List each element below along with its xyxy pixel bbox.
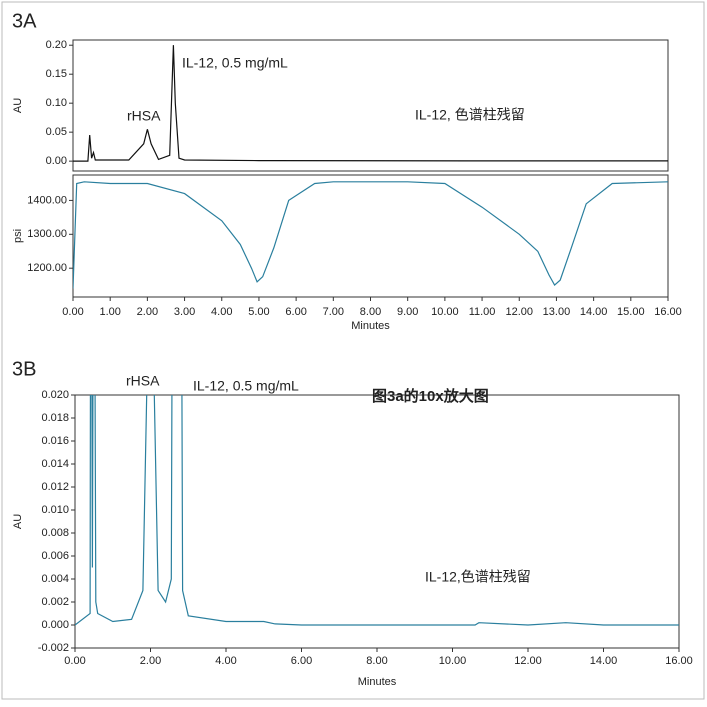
annotation: IL-12,色谱柱残留 (425, 569, 531, 585)
y-tick-label: 1400.00 (27, 194, 67, 206)
x-tick-label: 13.00 (543, 306, 571, 318)
y-tick-label: 0.15 (46, 68, 67, 80)
y-axis-label: AU (12, 98, 24, 113)
x-tick-label: 9.00 (397, 306, 418, 318)
x-tick-label: 16.00 (654, 306, 682, 318)
y-tick-label: 0.002 (41, 596, 69, 608)
y-tick-label: 1300.00 (27, 228, 67, 240)
annotation: rHSA (127, 108, 161, 124)
y-tick-label: 0.10 (46, 97, 67, 109)
x-tick-label: 7.00 (323, 306, 344, 318)
x-tick-label: 2.00 (140, 655, 161, 667)
plot-area (72, 39, 669, 172)
plot-area (74, 394, 680, 649)
x-tick-label: 10.00 (431, 306, 459, 318)
y-tick-label: 0.012 (41, 481, 69, 493)
annotation: IL-12, 0.5 mg/mL (193, 378, 299, 394)
y-tick-label: 0.018 (41, 412, 69, 424)
y-axis-label: AU (12, 514, 24, 529)
annotation: IL-12, 色谱柱残留 (415, 107, 525, 123)
y-tick-label: 0.20 (46, 39, 67, 51)
x-tick-label: 8.00 (360, 306, 381, 318)
y-axis-label: psi (12, 229, 24, 243)
panel-label: 3B (12, 358, 36, 380)
x-tick-label: 14.00 (580, 306, 608, 318)
x-tick-label: 0.00 (64, 655, 85, 667)
x-tick-label: 12.00 (505, 306, 533, 318)
line (73, 181, 668, 289)
x-tick-label: 8.00 (366, 655, 387, 667)
x-tick-label: 12.00 (514, 655, 542, 667)
x-axis-label: Minutes (358, 676, 397, 688)
annotation: 图3a的10x放大图 (372, 387, 489, 405)
plot-area (72, 174, 669, 298)
y-tick-label: 0.020 (41, 389, 69, 401)
x-tick-label: 4.00 (215, 655, 236, 667)
annotation: IL-12, 0.5 mg/mL (182, 55, 288, 71)
x-tick-label: 14.00 (590, 655, 618, 667)
x-tick-label: 5.00 (248, 306, 269, 318)
x-tick-label: 6.00 (285, 306, 306, 318)
y-tick-label: 0.000 (41, 619, 69, 631)
panel-label: 3A (12, 10, 37, 32)
x-tick-label: 3.00 (174, 306, 195, 318)
y-tick-label: 0.00 (46, 155, 67, 167)
y-tick-label: 0.010 (41, 504, 69, 516)
y-tick-label: 0.004 (41, 573, 69, 585)
x-tick-label: 0.00 (62, 306, 83, 318)
line (73, 45, 668, 162)
x-tick-label: 2.00 (137, 306, 158, 318)
line (75, 395, 679, 626)
x-tick-label: 4.00 (211, 306, 232, 318)
x-tick-label: 15.00 (617, 306, 645, 318)
y-tick-label: 1200.00 (27, 262, 67, 274)
x-axis-label: Minutes (351, 320, 390, 332)
x-tick-label: 1.00 (99, 306, 120, 318)
x-tick-label: 10.00 (439, 655, 467, 667)
y-tick-label: 0.05 (46, 126, 67, 138)
y-tick-label: -0.002 (38, 642, 69, 654)
y-tick-label: 0.008 (41, 527, 69, 539)
x-tick-label: 16.00 (665, 655, 693, 667)
x-tick-label: 6.00 (291, 655, 312, 667)
y-tick-label: 0.016 (41, 435, 69, 447)
x-tick-label: 11.00 (469, 306, 496, 318)
annotation: rHSA (126, 373, 160, 389)
y-tick-label: 0.006 (41, 550, 69, 562)
y-tick-label: 0.014 (41, 458, 69, 470)
